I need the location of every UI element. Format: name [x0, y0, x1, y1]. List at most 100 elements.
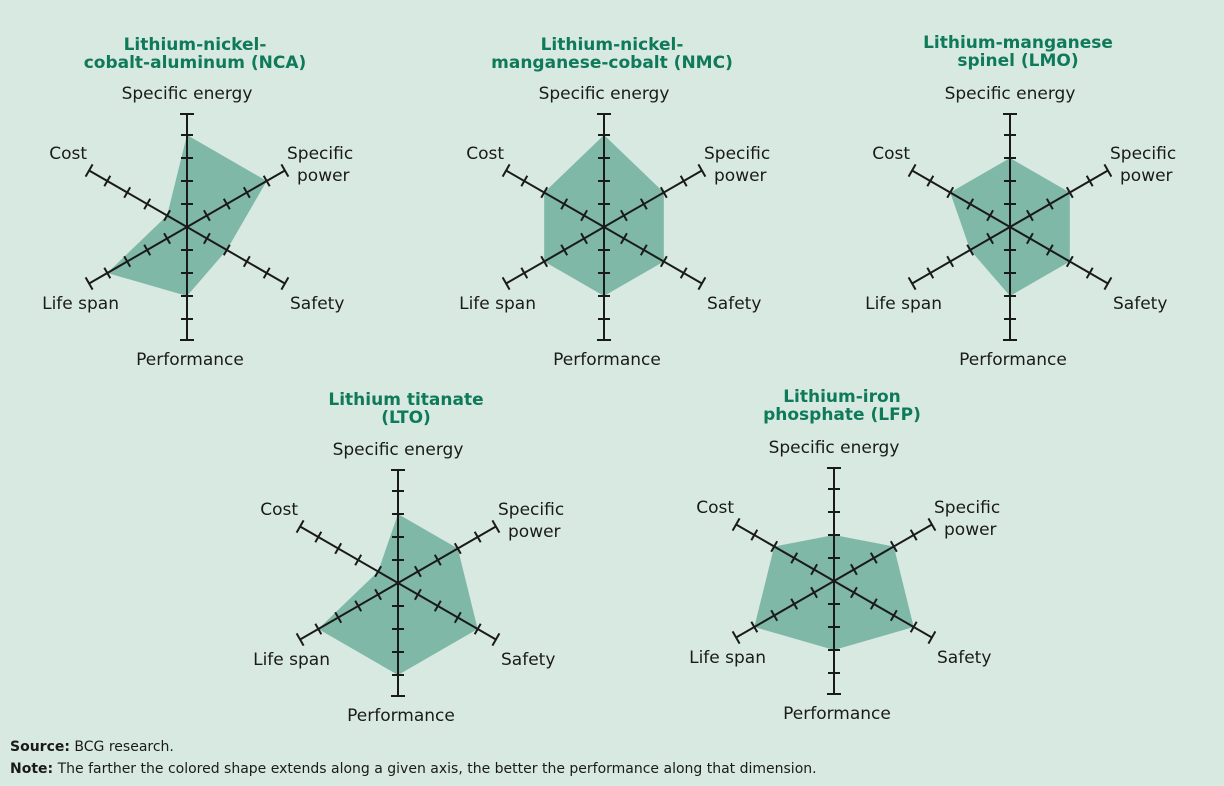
axis-safety — [833, 580, 933, 639]
source-line: Source: BCG research. — [10, 736, 817, 758]
tick-mark — [354, 554, 363, 566]
radar-chart-5: Specific energy Specific power Safety Perfor… — [689, 387, 1000, 724]
chart-title: Lithium-nickel- — [541, 35, 684, 55]
tick-mark — [295, 632, 305, 647]
source-label: Source: — [10, 739, 70, 755]
tick-mark — [143, 198, 152, 210]
axis-label-cost: Cost — [872, 144, 910, 164]
tick-mark — [750, 621, 759, 633]
tick-mark — [491, 632, 501, 647]
tick-mark — [946, 255, 955, 268]
radar-charts: Specific energy Specific power Safety Perfor… — [42, 33, 1176, 726]
chart-title: (LTO) — [381, 408, 431, 428]
tick-mark — [907, 276, 917, 291]
chart-title: spinel (LMO) — [957, 51, 1078, 71]
tick-mark — [966, 198, 975, 210]
chart-title: cobalt-aluminum (NCA) — [84, 53, 307, 73]
axis-label-specific-power: Specific power — [498, 500, 564, 542]
tick-mark — [84, 276, 94, 291]
tick-mark — [850, 586, 858, 599]
tick-mark — [143, 244, 152, 256]
tick-mark — [790, 598, 799, 610]
axis-safety — [1009, 226, 1109, 285]
tick-mark — [926, 267, 935, 279]
tick-mark — [123, 186, 132, 199]
chart-title: Lithium-manganese — [923, 33, 1113, 53]
tick-mark — [540, 186, 549, 199]
axis-label-safety: Safety — [501, 650, 555, 670]
tick-mark — [1045, 198, 1054, 210]
tick-mark — [473, 623, 482, 635]
tick-mark — [262, 267, 271, 279]
tick-mark — [453, 542, 462, 555]
tick-mark — [501, 276, 511, 291]
tick-mark — [850, 563, 858, 576]
tick-mark — [889, 540, 898, 553]
axis-life-span — [505, 226, 605, 285]
chart-title: Lithium-nickel- — [124, 35, 267, 55]
chart-title: Lithium-iron — [783, 387, 901, 407]
tick-mark — [1065, 186, 1074, 199]
axis-label-cost: Cost — [49, 144, 87, 164]
axis-label-safety: Safety — [937, 648, 991, 668]
axis-cost — [299, 525, 399, 584]
tick-mark — [639, 198, 648, 210]
tick-mark — [433, 600, 442, 612]
radar-chart-1: Specific energy Specific power Safety Perfor… — [42, 35, 353, 370]
axis-cost — [88, 169, 188, 228]
tick-mark — [501, 163, 511, 178]
tick-mark — [869, 552, 878, 564]
tick-mark — [889, 609, 898, 622]
axis-specific-power — [833, 523, 933, 582]
axis-safety — [186, 226, 286, 285]
note-label: Note: — [10, 761, 54, 777]
axis-life-span — [735, 580, 835, 639]
tick-mark — [810, 563, 818, 576]
tick-mark — [966, 244, 975, 256]
tick-mark — [334, 611, 343, 624]
tick-mark — [986, 232, 994, 245]
tick-mark — [295, 519, 305, 534]
axis-specific-power — [1009, 169, 1109, 228]
tick-mark — [659, 186, 668, 199]
tick-mark — [374, 588, 382, 601]
tick-mark — [580, 209, 588, 222]
tick-mark — [222, 244, 231, 256]
tick-mark — [697, 163, 707, 178]
tick-mark — [433, 554, 442, 566]
tick-mark — [869, 598, 878, 610]
tick-mark — [334, 542, 343, 555]
tick-mark — [414, 565, 422, 578]
axis-cost — [505, 169, 605, 228]
axis-label-safety: Safety — [290, 294, 344, 314]
axis-label-life-span: Life span — [42, 294, 119, 314]
axis-label-specific-power: Specific power — [1110, 144, 1176, 186]
tick-mark — [163, 232, 171, 245]
tick-mark — [414, 588, 422, 601]
axis-specific-power — [603, 169, 703, 228]
tick-mark — [1065, 255, 1074, 268]
axis-safety — [603, 226, 703, 285]
radar-chart-2: Specific energy Specific power Safety Perfor… — [459, 35, 770, 370]
footer: Source: BCG research. Note: The farther … — [10, 736, 817, 780]
tick-mark — [790, 552, 799, 564]
tick-mark — [540, 255, 549, 268]
tick-mark — [909, 529, 918, 541]
tick-mark — [731, 630, 741, 645]
axis-label-life-span: Life span — [865, 294, 942, 314]
tick-mark — [907, 163, 917, 178]
radar-chart-4: Specific energy Specific power Safety Perfor… — [253, 390, 564, 726]
note-text: The farther the colored shape extends al… — [57, 761, 817, 777]
axis-life-span — [299, 582, 399, 641]
tick-mark — [731, 517, 741, 532]
note-line: Note: The farther the colored shape exte… — [10, 758, 817, 780]
tick-mark — [163, 209, 171, 222]
tick-mark — [697, 276, 707, 291]
tick-mark — [1085, 175, 1094, 187]
tick-mark — [203, 232, 211, 245]
axis-label-performance: Performance — [783, 704, 891, 724]
tick-mark — [520, 175, 529, 187]
tick-mark — [659, 255, 668, 268]
axis-label-specific-energy: Specific energy — [539, 84, 670, 104]
tick-mark — [909, 621, 918, 633]
